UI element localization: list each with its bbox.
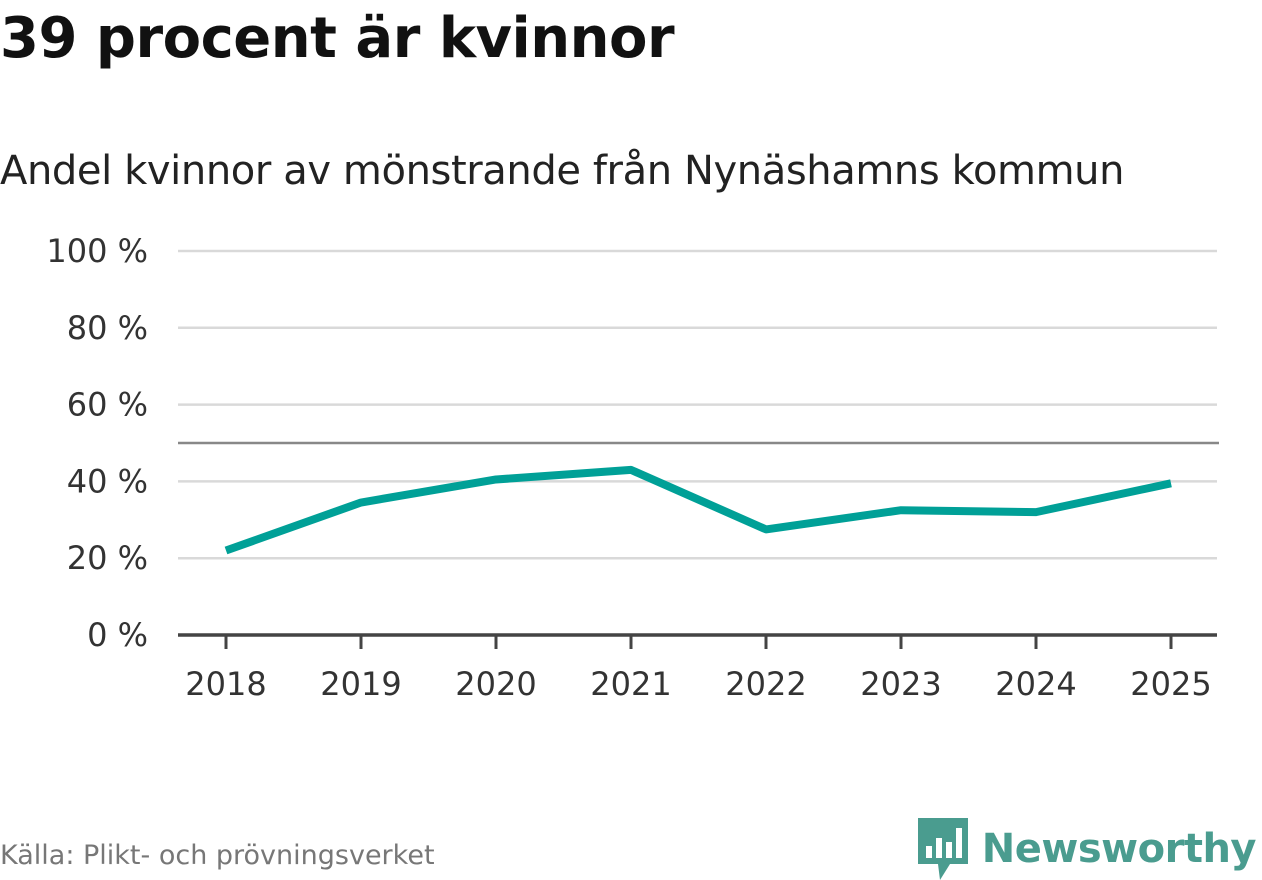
x-tick-label-2022: 2022 [725,665,806,703]
data-point-2020 [492,475,500,483]
x-axis: 2018 2019 2020 2021 2022 2023 2024 2025 [178,633,1217,703]
y-tick-label-80: 80 % [67,309,148,347]
y-tick-label-0: 0 % [87,616,148,654]
x-tick-label-2019: 2019 [320,665,401,703]
data-point-2025 [1167,479,1175,487]
brand-logo: Newsworthy [917,818,1257,880]
series-line [224,465,1172,555]
y-tick-label-100: 100 % [46,232,148,270]
x-tick-label-2021: 2021 [590,665,671,703]
y-tick-label-20: 20 % [67,539,148,577]
data-point-2024 [1032,508,1040,516]
chart-title: 39 procent är kvinnor [0,6,675,71]
data-point-2018 [222,547,230,555]
data-point-2021 [627,466,635,474]
data-point-2019 [357,499,365,507]
x-tick-label-2018: 2018 [185,665,266,703]
brand-name: Newsworthy [981,826,1257,872]
chart-subtitle: Andel kvinnor av mönstrande från Nynäsha… [0,148,1125,194]
data-point-2022 [762,525,770,533]
bar-chart-speech-bubble-icon [917,818,968,880]
x-tick-label-2020: 2020 [455,665,536,703]
data-point-2023 [897,506,905,514]
gridlines [178,249,1217,560]
line-chart: 0 % 20 % 40 % 60 % 80 % 100 % 2018 2019 2020 202… [46,232,1219,703]
y-tick-label-40: 40 % [67,462,148,500]
x-tick-label-2025: 2025 [1130,665,1211,703]
y-axis: 0 % 20 % 40 % 60 % 80 % 100 % [46,232,148,654]
x-tick-label-2024: 2024 [995,665,1076,703]
y-tick-label-60: 60 % [67,386,148,424]
x-tick-label-2023: 2023 [860,665,941,703]
series [222,465,1175,555]
source-note: Källa: Plikt- och prövningsverket [0,840,435,871]
